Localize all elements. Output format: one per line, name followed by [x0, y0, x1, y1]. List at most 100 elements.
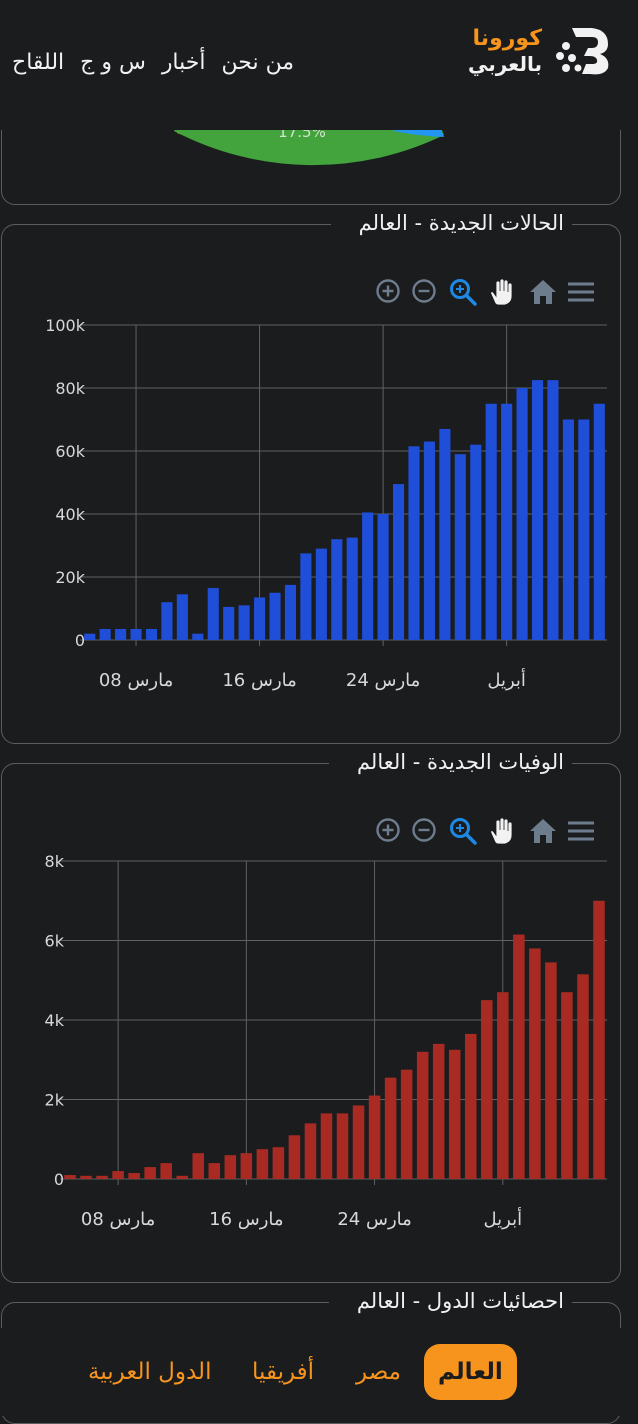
zoom-out-icon[interactable]	[410, 277, 438, 305]
zoom-in-icon[interactable]	[374, 277, 402, 305]
reset-home-icon[interactable]	[528, 816, 558, 846]
chart-bar[interactable]	[115, 628, 127, 640]
chart-bar[interactable]	[516, 388, 528, 640]
chart-bar[interactable]	[80, 1175, 92, 1179]
chart-bar[interactable]	[160, 1163, 172, 1179]
chart-bar[interactable]	[497, 992, 509, 1179]
chart-bar[interactable]	[464, 1033, 477, 1179]
chart-bar[interactable]	[315, 548, 327, 640]
zoom-in-icon[interactable]	[374, 816, 402, 844]
chart-bar[interactable]	[384, 1077, 397, 1179]
chart-bar[interactable]	[112, 1171, 124, 1179]
chart-bar[interactable]	[481, 1000, 493, 1179]
nav-vaccine[interactable]: اللقاح	[12, 50, 65, 75]
chart-bar[interactable]	[513, 934, 525, 1179]
y-tick-label: 80k	[55, 379, 85, 398]
chart-bar[interactable]	[561, 992, 573, 1179]
chart-bar[interactable]	[208, 1163, 221, 1179]
y-tick-label: 100k	[45, 316, 86, 335]
logo-text-arabic: بالعربي	[467, 52, 542, 76]
chart-bar[interactable]	[207, 588, 219, 640]
chart-bar[interactable]	[331, 539, 343, 640]
chart-bar[interactable]	[272, 1147, 285, 1179]
chart-bar[interactable]	[577, 974, 589, 1179]
chart-bar[interactable]	[562, 419, 574, 641]
chart-bar[interactable]	[240, 1153, 253, 1179]
card-title: احصائيات الدول - العالم	[328, 1289, 572, 1313]
chart-bar[interactable]	[192, 1153, 205, 1179]
zoom-selection-icon[interactable]	[448, 277, 478, 307]
zoom-selection-icon[interactable]	[448, 816, 478, 846]
chart-bar[interactable]	[408, 446, 420, 640]
chart-bar[interactable]	[336, 1113, 349, 1179]
reset-home-icon[interactable]	[528, 277, 558, 307]
chart-bar[interactable]	[531, 380, 544, 640]
chart-bar[interactable]	[144, 1167, 156, 1179]
new-cases-card: الحالات الجديدة - العالم 0 20k 40k 60k 80k 10…	[1, 211, 621, 744]
chart-bar[interactable]	[529, 948, 541, 1179]
menu-icon[interactable]	[566, 816, 596, 846]
chart-bar[interactable]	[454, 454, 466, 640]
chart-bar[interactable]	[400, 1069, 413, 1179]
chart-bar[interactable]	[96, 1175, 108, 1179]
chart-bar[interactable]	[64, 1175, 76, 1179]
chart-bar[interactable]	[362, 512, 374, 640]
chart-bar[interactable]	[545, 962, 557, 1179]
main-nav: اللقاح س و ج أخبار من نحن	[12, 50, 294, 80]
chart-bar[interactable]	[485, 403, 497, 640]
chart-bar[interactable]	[346, 537, 358, 640]
chart-bar[interactable]	[377, 514, 389, 640]
chart-bar[interactable]	[593, 403, 605, 640]
chart-bar[interactable]	[448, 1049, 461, 1179]
nav-about[interactable]: من نحن	[221, 50, 295, 75]
chart-bar[interactable]	[84, 633, 96, 640]
tab-arab-countries[interactable]: الدول العربية	[88, 1359, 212, 1385]
chart-bar[interactable]	[254, 597, 266, 640]
x-tick-label: مارس 16	[222, 670, 296, 691]
menu-icon[interactable]	[566, 277, 596, 307]
y-tick-label: 4k	[45, 1011, 65, 1030]
nav-faq[interactable]: س و ج	[80, 50, 146, 75]
chart-bar[interactable]	[300, 553, 312, 640]
chart-bar[interactable]	[192, 633, 204, 640]
chart-bar[interactable]	[392, 484, 405, 640]
chart-bar[interactable]	[547, 380, 559, 640]
chart-bar[interactable]	[238, 605, 250, 640]
chart-bar[interactable]	[578, 419, 590, 641]
chart-bar[interactable]	[304, 1123, 317, 1179]
chart-bar[interactable]	[439, 428, 451, 640]
chart-bar[interactable]	[423, 441, 435, 640]
chart-bar[interactable]	[145, 628, 158, 640]
chart-bar[interactable]	[352, 1105, 365, 1179]
pan-hand-icon[interactable]	[486, 816, 516, 846]
tab-world[interactable]: العالم	[424, 1344, 517, 1400]
chart-bar[interactable]	[470, 444, 482, 640]
chart-bar[interactable]	[130, 628, 142, 640]
site-logo[interactable]: كورونا بالعربي	[468, 22, 616, 82]
chart-bar[interactable]	[416, 1051, 429, 1179]
chart-bar[interactable]	[284, 584, 297, 640]
chart-bar[interactable]	[176, 1175, 188, 1179]
chart-bar[interactable]	[593, 900, 605, 1179]
bottom-tab-bar: العالم مصر أفريقيا الدول العربية	[0, 1328, 638, 1416]
chart-bar[interactable]	[176, 594, 188, 640]
chart-bar[interactable]	[288, 1135, 301, 1179]
tab-egypt[interactable]: مصر	[356, 1359, 401, 1385]
nav-news[interactable]: أخبار	[161, 50, 206, 75]
tab-africa[interactable]: أفريقيا	[252, 1359, 315, 1385]
chart-bar[interactable]	[223, 606, 235, 640]
chart-bar[interactable]	[256, 1149, 269, 1179]
chart-bar[interactable]	[432, 1043, 445, 1179]
chart-bar[interactable]	[320, 1113, 333, 1179]
chart-bar[interactable]	[224, 1155, 237, 1179]
zoom-out-icon[interactable]	[410, 816, 438, 844]
chart-bar[interactable]	[368, 1095, 381, 1179]
chart-bar[interactable]	[99, 628, 111, 640]
chart-bar[interactable]	[501, 403, 513, 640]
x-tick-label: مارس 16	[209, 1209, 283, 1230]
pan-hand-icon[interactable]	[486, 277, 516, 307]
chart-bar[interactable]	[161, 602, 173, 640]
chart-bar[interactable]	[128, 1173, 140, 1179]
chart-bar[interactable]	[269, 592, 281, 640]
y-tick-label: 60k	[55, 442, 85, 461]
